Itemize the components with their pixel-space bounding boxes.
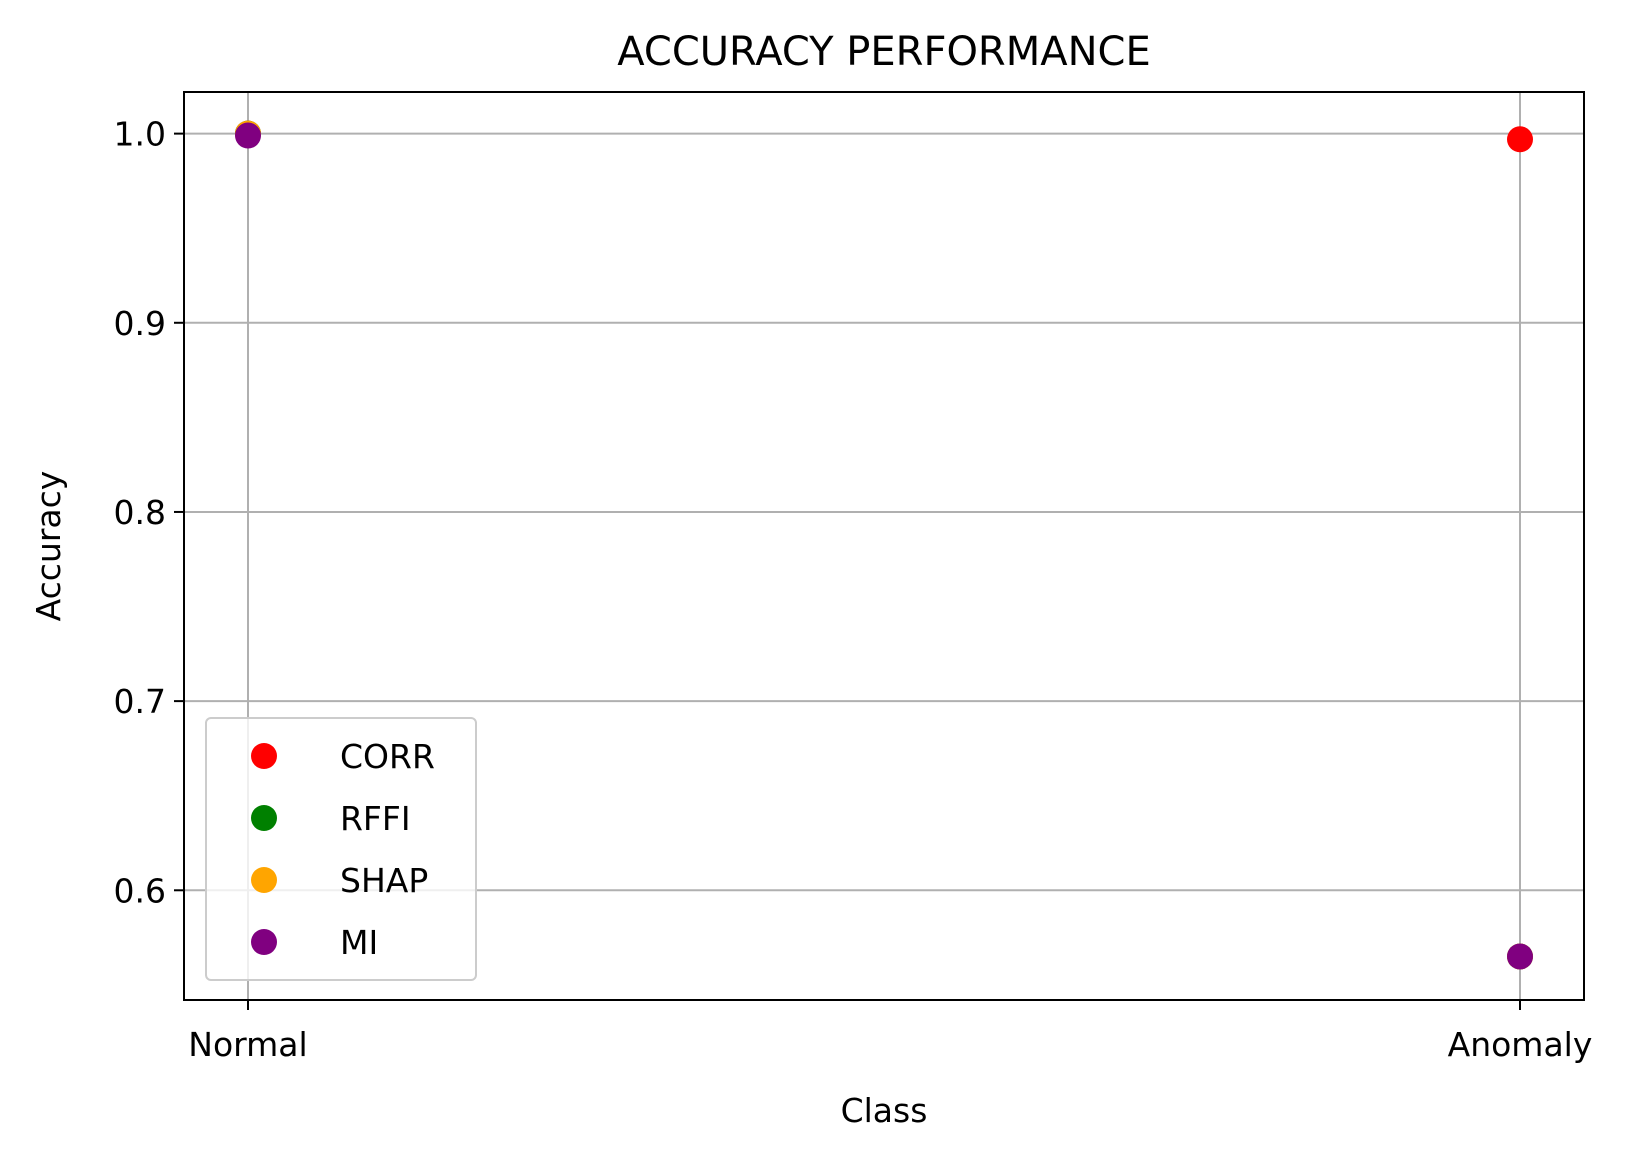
plot-area-frame bbox=[183, 91, 1585, 1001]
y-tick-label: 0.6 bbox=[114, 871, 166, 910]
legend-marker-rffi bbox=[251, 805, 277, 831]
legend-marker-corr bbox=[251, 743, 277, 769]
legend-label-rffi: RFFI bbox=[340, 799, 411, 838]
y-tick-label: 0.8 bbox=[114, 493, 166, 532]
x-tick-label: Anomaly bbox=[1448, 1025, 1593, 1064]
x-axis-label: Class bbox=[841, 1091, 928, 1130]
axis-ticks: Normal Anomaly 0.6 0.7 0.8 0.9 1.0 bbox=[114, 115, 1593, 1064]
legend-label-mi: MI bbox=[340, 923, 378, 962]
chart-title: ACCURACY PERFORMANCE bbox=[617, 29, 1150, 75]
data-point-mi-anomaly bbox=[1507, 943, 1533, 970]
x-tick-label: Normal bbox=[188, 1025, 307, 1064]
legend-box bbox=[205, 717, 477, 981]
data-point-mi-normal bbox=[235, 122, 261, 149]
legend-label-shap: SHAP bbox=[340, 861, 428, 900]
legend-marker-shap bbox=[251, 867, 277, 893]
data-point-corr-anomaly bbox=[1507, 126, 1533, 153]
y-tick-label: 1.0 bbox=[114, 115, 166, 154]
y-axis-label: Accuracy bbox=[29, 471, 68, 622]
legend: CORR RFFI SHAP MI bbox=[205, 717, 477, 981]
legend-marker-mi bbox=[251, 929, 277, 955]
legend-label-corr: CORR bbox=[340, 737, 435, 776]
y-tick-label: 0.9 bbox=[114, 304, 166, 343]
y-tick-label: 0.7 bbox=[114, 682, 166, 721]
data-points bbox=[235, 120, 1533, 970]
